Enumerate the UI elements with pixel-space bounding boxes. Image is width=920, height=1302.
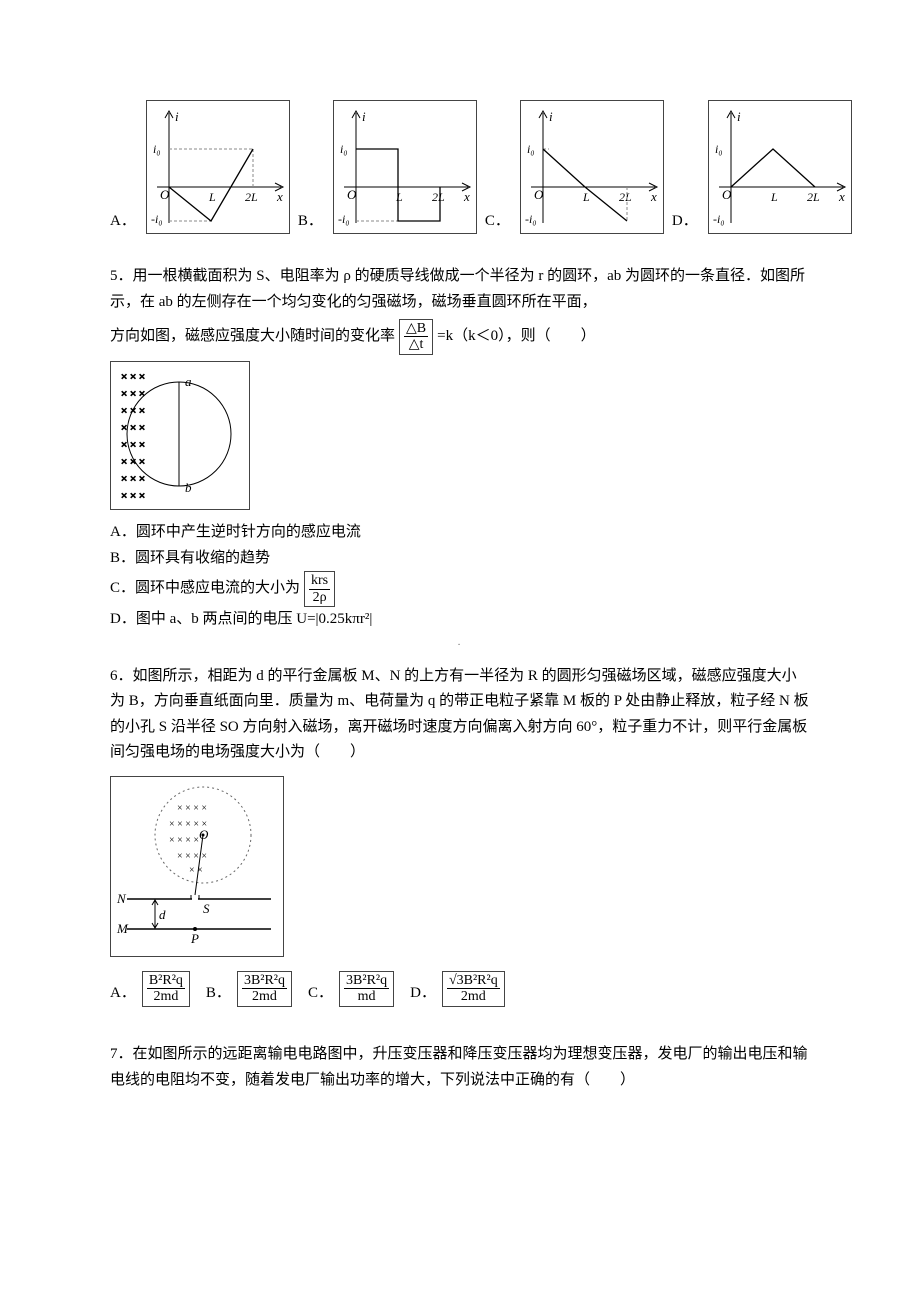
q4-graph-c: i x O L 2L i₀ -i₀ [520,100,664,234]
svg-text:O: O [722,187,732,202]
svg-text:x: x [650,189,657,204]
svg-text:a: a [185,374,192,389]
q6-d-frac: √3B²R²q 2md [442,971,505,1007]
svg-text:× × ×: × × × [121,405,145,417]
svg-text:P: P [190,931,199,946]
svg-text:× × ×: × × × [121,439,145,451]
q6-c-frac: 3B²R²q md [339,971,394,1007]
svg-text:S: S [203,901,210,916]
q5-option-c: C．圆环中感应电流的大小为 krs 2ρ [110,571,810,607]
svg-text:2L: 2L [619,190,632,204]
q6-stem: 6．如图所示，相距为 d 的平行金属板 M、N 的上方有一半径为 R 的圆形匀强… [110,664,810,766]
svg-text:O: O [160,187,170,202]
q5-dbdt-frac: △B △t [399,319,433,355]
svg-text:-i₀: -i₀ [713,212,725,226]
svg-text:i₀: i₀ [153,142,161,156]
svg-text:d: d [159,907,166,922]
q6-label-m: M [116,921,129,936]
svg-text:i₀: i₀ [715,142,723,156]
q5-option-d: D．图中 a、b 两点间的电压 U=|0.25kπr²| [110,607,810,633]
q4-option-d-label: D． [672,209,698,235]
svg-text:-i₀: -i₀ [151,212,163,226]
q6-c-label: C． [308,981,333,1007]
q6-figure: × × × × × × × × × × × × × × × × × × × O … [110,776,284,958]
svg-text:x: x [276,189,283,204]
svg-text:i: i [175,109,179,124]
svg-text:L: L [208,190,216,204]
svg-text:L: L [395,190,403,204]
svg-text:x: x [838,189,845,204]
svg-text:× × ×: × × × [121,473,145,485]
q6-option-c: C． 3B²R²q md [308,971,396,1007]
q6-option-a: A． B²R²q 2md [110,971,192,1007]
svg-text:× × × ×: × × × × [169,835,199,846]
svg-text:× × ×: × × × [121,422,145,434]
q4-graph-a: i x O L 2L i₀ -i₀ [146,100,290,234]
svg-text:× × × ×: × × × × [177,803,207,814]
svg-text:× × ×: × × × [121,490,145,500]
q5-option-c-text: C．圆环中感应电流的大小为 [110,576,300,602]
svg-text:2L: 2L [245,190,258,204]
svg-text:× × ×: × × × [121,371,145,383]
svg-text:O: O [347,187,357,202]
q5-option-a: A．圆环中产生逆时针方向的感应电流 [110,520,810,546]
svg-text:i₀: i₀ [340,142,348,156]
q4-graph-b: i x O L 2L i₀ -i₀ [333,100,477,234]
svg-text:x: x [463,189,470,204]
q6-a-frac: B²R²q 2md [142,971,190,1007]
q5-frac-den: △t [404,337,428,353]
q6-label-n: N [116,891,127,906]
q6-a-label: A． [110,981,136,1007]
q5-figure: × × × × × × × × × × × × × × × × × × × × … [110,361,250,511]
svg-text:i: i [362,109,366,124]
svg-text:i₀: i₀ [527,142,535,156]
q5-stem-2a: 方向如图，磁感应强度大小随时间的变化率 [110,324,395,350]
svg-text:× ×: × × [189,865,203,876]
q5-option-c-frac: krs 2ρ [304,571,335,607]
q4-option-c-label: C． [485,209,510,235]
svg-text:2L: 2L [432,190,445,204]
svg-text:-i₀: -i₀ [338,212,350,226]
svg-text:-i₀: -i₀ [525,212,537,226]
q6-d-label: D． [410,981,436,1007]
q7-stem: 7．在如图所示的远距离输电电路图中，升压变压器和降压变压器均为理想变压器，发电厂… [110,1042,810,1093]
svg-text:i: i [549,109,553,124]
svg-text:× × × ×: × × × × [177,851,207,862]
q4-options-row: A． i x O L 2L i₀ -i₀ B． [110,100,810,234]
q4-option-a-label: A． [110,209,136,235]
q6-option-d: D． √3B²R²q 2md [410,971,507,1007]
q5-stem-2: 方向如图，磁感应强度大小随时间的变化率 △B △t =k（k＜0），则（ ） [110,319,810,355]
q4-graph-d: i x O L 2L i₀ -i₀ [708,100,852,234]
q5-stem-1: 5．用一根横截面积为 S、电阻率为 ρ 的硬质导线做成一个半径为 r 的圆环，a… [110,264,810,315]
svg-text:b: b [185,480,192,495]
svg-text:L: L [770,190,778,204]
q6-options: A． B²R²q 2md B． 3B²R²q 2md C． 3B²R²q md … [110,971,810,1007]
q5-optc-num: krs [309,572,330,589]
q6-b-label: B． [206,981,231,1007]
svg-text:i: i [737,109,741,124]
q5-frac-num: △B [404,320,428,337]
q6-b-frac: 3B²R²q 2md [237,971,292,1007]
svg-text:L: L [582,190,590,204]
q5-stem-2b: =k（k＜0），则（ ） [437,324,595,350]
separator-dot: · [110,637,810,654]
q4-option-b-label: B． [298,209,323,235]
svg-text:O: O [534,187,544,202]
q6-option-b: B． 3B²R²q 2md [206,971,294,1007]
q5-optc-den: 2ρ [309,590,330,606]
q5-option-b: B．圆环具有收缩的趋势 [110,546,810,572]
svg-text:2L: 2L [807,190,820,204]
